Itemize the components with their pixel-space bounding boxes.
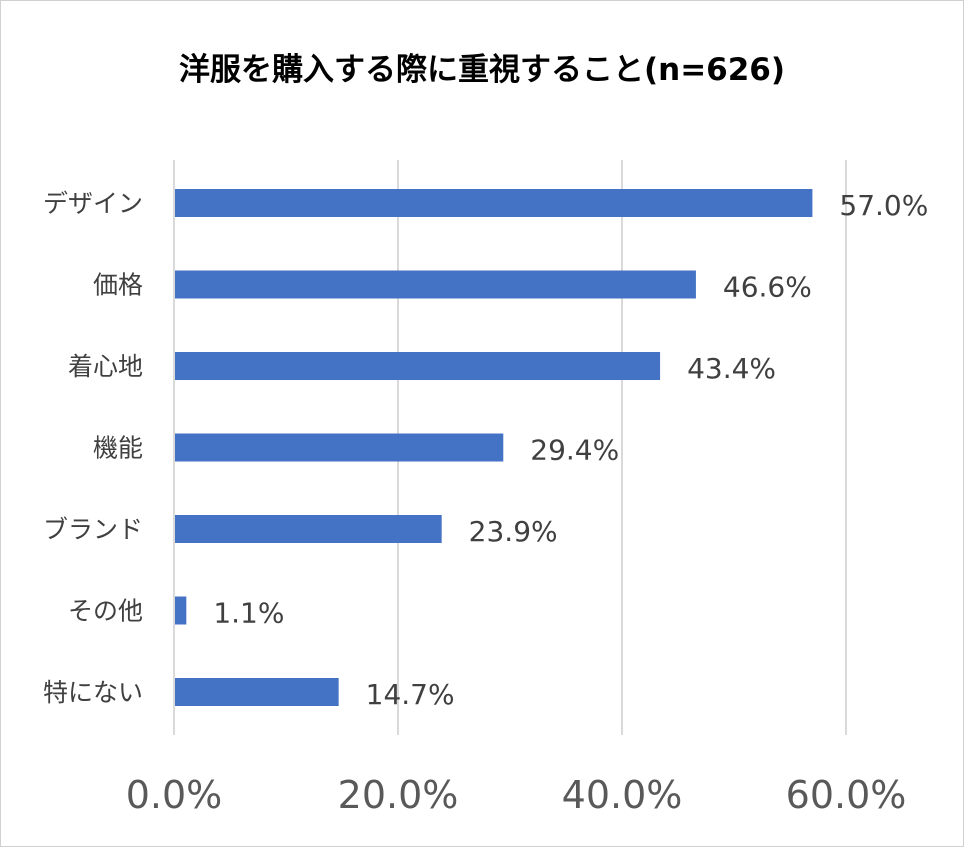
bar xyxy=(175,678,339,706)
category-label: その他 xyxy=(68,597,143,626)
x-tick-label: 20.0% xyxy=(338,773,459,817)
x-tick-label: 60.0% xyxy=(786,773,907,817)
bars xyxy=(175,189,813,706)
category-label: デザイン xyxy=(43,189,143,218)
category-label: 着心地 xyxy=(68,352,143,381)
x-tick-labels: 0.0% 20.0% 40.0% 60.0% xyxy=(126,773,907,817)
bar xyxy=(175,270,696,299)
bar xyxy=(175,515,442,543)
category-label: 機能 xyxy=(93,434,143,463)
value-label: 14.7% xyxy=(366,678,455,711)
chart-title: 洋服を購入する際に重視すること(n=626) xyxy=(178,52,786,88)
value-label: 23.9% xyxy=(469,515,558,548)
bar xyxy=(175,596,187,625)
value-label: 57.0% xyxy=(839,189,928,222)
value-label: 1.1% xyxy=(213,597,284,630)
value-label: 29.4% xyxy=(530,434,619,467)
value-labels: 57.0% 46.6% 43.4% 29.4% 23.9% 1.1% 14.7% xyxy=(213,189,928,711)
value-label: 43.4% xyxy=(687,352,776,385)
category-label: 価格 xyxy=(93,271,143,300)
x-tick-label: 40.0% xyxy=(562,773,683,817)
bar xyxy=(175,352,661,380)
value-label: 46.6% xyxy=(723,271,812,304)
category-label: 特にない xyxy=(43,678,143,707)
x-tick-label: 0.0% xyxy=(126,773,223,817)
category-label: ブランド xyxy=(43,515,143,544)
bar xyxy=(175,433,504,462)
bar xyxy=(175,189,813,217)
